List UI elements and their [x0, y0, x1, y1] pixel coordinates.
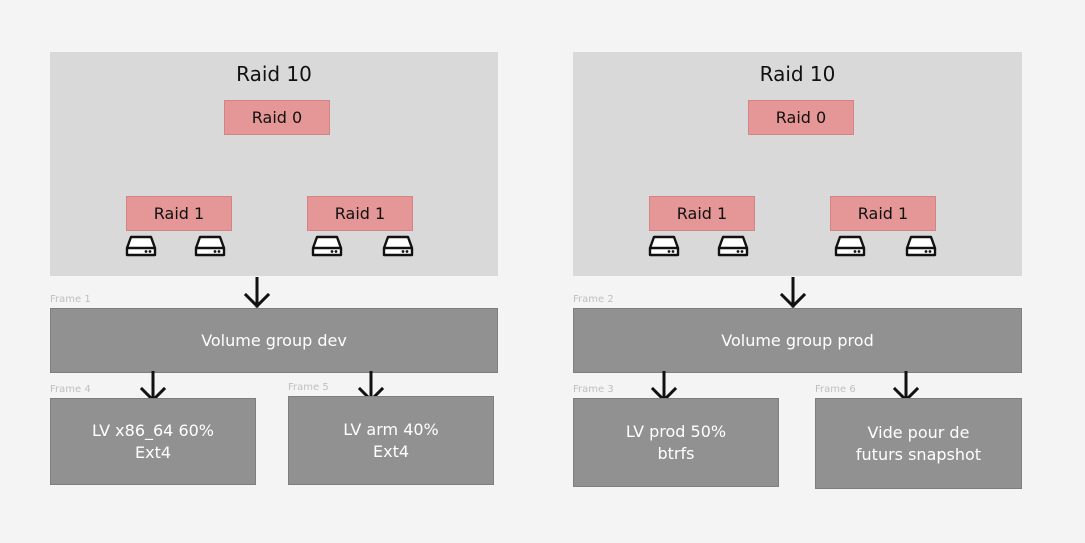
left-raid0-box: Raid 0	[224, 100, 330, 135]
arrow-down-icon	[779, 277, 807, 309]
right-raid0-box: Raid 0	[748, 100, 854, 135]
right-raid1-left-box: Raid 1	[649, 196, 755, 231]
hard-drive-icon	[834, 235, 866, 257]
left-lv1-frame-label: Frame 4	[50, 384, 91, 395]
hard-drive-icon	[717, 235, 749, 257]
left-volume-group-box: Volume group dev	[50, 308, 498, 373]
right-raid10-title: Raid 10	[759, 62, 836, 86]
hard-drive-icon	[311, 235, 343, 257]
hard-drive-icon	[194, 235, 226, 257]
left-lv1-box: LV x86_64 60% Ext4	[50, 398, 256, 485]
left-raid10-title: Raid 10	[236, 62, 312, 86]
left-raid1-right-box: Raid 1	[307, 196, 413, 231]
right-volume-group-box: Volume group prod	[573, 308, 1022, 373]
right-raid1-right-box: Raid 1	[830, 196, 936, 231]
left-lv2-box: LV arm 40% Ext4	[288, 396, 494, 485]
hard-drive-icon	[125, 235, 157, 257]
arrow-down-icon	[243, 277, 271, 309]
left-volume-frame-label: Frame 1	[50, 294, 91, 305]
right-lv2-box: Vide pour de futurs snapshot	[815, 398, 1022, 489]
left-lv2-frame-label: Frame 5	[288, 382, 329, 393]
hard-drive-icon	[382, 235, 414, 257]
hard-drive-icon	[648, 235, 680, 257]
left-raid10-panel: Raid 10	[50, 52, 498, 276]
left-raid1-left-box: Raid 1	[126, 196, 232, 231]
hard-drive-icon	[905, 235, 937, 257]
right-raid10-panel: Raid 10	[573, 52, 1022, 276]
right-volume-frame-label: Frame 2	[573, 294, 614, 305]
right-lv2-frame-label: Frame 6	[815, 384, 856, 395]
right-lv1-box: LV prod 50% btrfs	[573, 398, 779, 487]
right-lv1-frame-label: Frame 3	[573, 384, 614, 395]
